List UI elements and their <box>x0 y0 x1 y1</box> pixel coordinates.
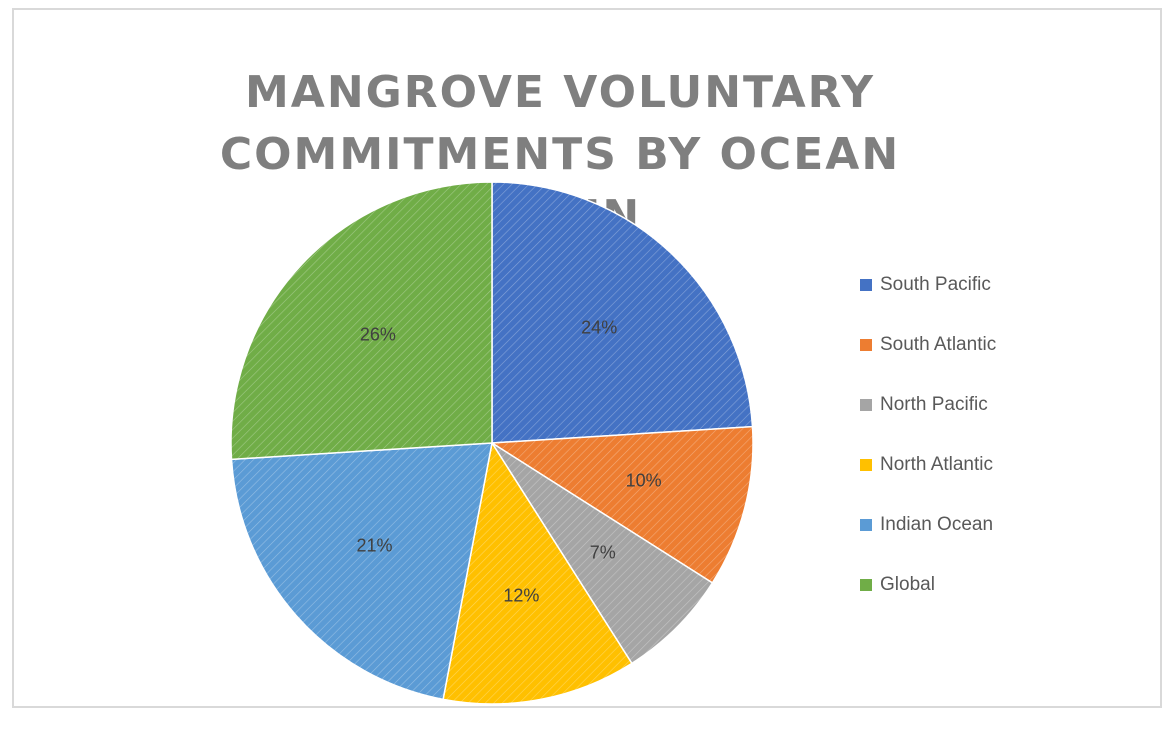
data-label-indian-ocean: 21% <box>357 535 393 555</box>
legend-item-north-pacific: North Pacific <box>860 390 1060 420</box>
legend-label-south-atlantic: South Atlantic <box>880 334 996 356</box>
legend-item-north-atlantic: North Atlantic <box>860 450 1060 480</box>
legend-item-indian-ocean: Indian Ocean <box>860 510 1060 540</box>
legend-item-global: Global <box>860 570 1060 600</box>
data-label-south-atlantic: 10% <box>626 471 662 491</box>
legend-label-global: Global <box>880 574 935 596</box>
legend-label-south-pacific: South Pacific <box>880 274 991 296</box>
legend-label-indian-ocean: Indian Ocean <box>880 514 993 536</box>
legend: South Pacific South Atlantic North Pacific… <box>860 270 1060 630</box>
data-label-south-pacific: 24% <box>581 318 617 338</box>
pie-slice-hatch-global <box>231 182 492 459</box>
data-label-global: 26% <box>360 325 396 345</box>
legend-swatch-south-pacific <box>860 279 872 291</box>
data-label-north-pacific: 7% <box>590 542 616 562</box>
legend-label-north-atlantic: North Atlantic <box>880 454 993 476</box>
legend-swatch-north-pacific <box>860 399 872 411</box>
pie-hatching <box>231 182 753 704</box>
legend-label-north-pacific: North Pacific <box>880 394 988 416</box>
legend-swatch-indian-ocean <box>860 519 872 531</box>
legend-item-south-atlantic: South Atlantic <box>860 330 1060 360</box>
legend-item-south-pacific: South Pacific <box>860 270 1060 300</box>
pie-slice-hatch-south-pacific <box>492 182 752 443</box>
legend-swatch-north-atlantic <box>860 459 872 471</box>
legend-swatch-south-atlantic <box>860 339 872 351</box>
legend-swatch-global <box>860 579 872 591</box>
data-label-north-atlantic: 12% <box>503 586 539 606</box>
